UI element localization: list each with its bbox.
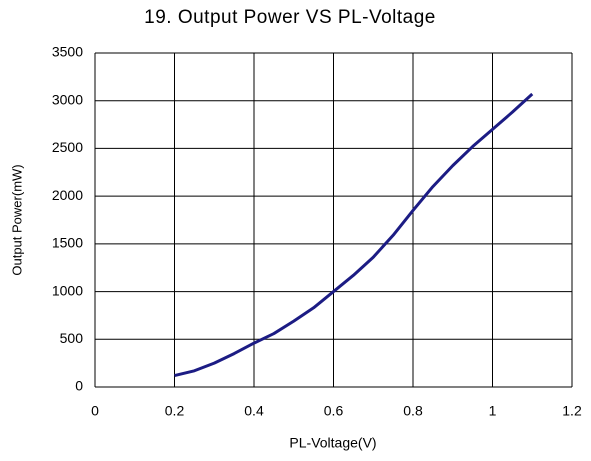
y-tick-label: 3000: [52, 91, 83, 107]
y-tick-label: 500: [60, 330, 84, 346]
x-tick-label: 0: [91, 403, 99, 419]
y-tick-label: 0: [75, 378, 83, 394]
y-axis-label: Output Power(mW): [9, 164, 24, 275]
x-tick-label: 0.8: [403, 403, 423, 419]
x-axis-label: PL-Voltage(V): [289, 435, 376, 451]
chart-title: 19. Output Power VS PL-Voltage: [144, 7, 436, 28]
y-tick-label: 1500: [52, 235, 83, 251]
y-tick-label: 1000: [52, 282, 83, 298]
data-line: [174, 92, 534, 378]
y-tick-label: 2500: [52, 139, 83, 155]
x-tick-label: 0.2: [165, 403, 185, 419]
y-tick-label: 2000: [52, 187, 83, 203]
x-tick-label: 1.2: [562, 403, 582, 419]
y-tick-label: 3500: [52, 44, 83, 60]
x-tick-label: 0.4: [244, 403, 264, 419]
x-tick-label: 0.6: [324, 403, 344, 419]
x-tick-label: 1: [489, 403, 497, 419]
